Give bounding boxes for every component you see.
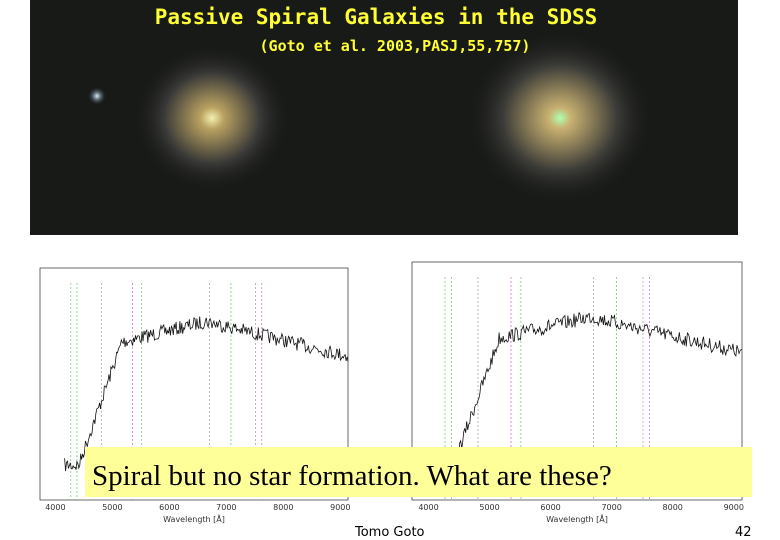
x-tick-label: 8000 bbox=[663, 503, 683, 512]
x-tick-label: 9000 bbox=[724, 503, 744, 512]
x-tick-label: 5000 bbox=[102, 503, 122, 512]
x-tick-label: 7000 bbox=[601, 503, 621, 512]
subtitle: (Goto et al. 2003,PASJ,55,757) bbox=[260, 37, 531, 55]
x-tick-label: 8000 bbox=[273, 503, 293, 512]
x-axis-label: Wavelength [Å] bbox=[163, 513, 225, 524]
x-tick-label: 7000 bbox=[216, 503, 236, 512]
x-axis-label: Wavelength [Å] bbox=[546, 513, 608, 524]
spectrum-line bbox=[438, 311, 743, 471]
title: Passive Spiral Galaxies in the SDSS bbox=[155, 5, 598, 29]
x-tick-label: 4000 bbox=[45, 503, 65, 512]
caption-box bbox=[85, 447, 752, 497]
galaxy-left bbox=[132, 43, 292, 193]
footer-author: Tomo Goto bbox=[354, 525, 425, 540]
spectrum-line bbox=[64, 316, 349, 472]
star bbox=[88, 87, 106, 105]
plot-frame bbox=[411, 261, 743, 501]
x-tick-label: 6000 bbox=[540, 503, 560, 512]
x-tick-label: 4000 bbox=[418, 503, 438, 512]
x-tick-label: 6000 bbox=[159, 503, 179, 512]
galaxy-right bbox=[465, 30, 655, 206]
caption: Spiral but no star formation. What are t… bbox=[92, 460, 612, 492]
page-number: 42 bbox=[735, 525, 752, 540]
x-tick-label: 5000 bbox=[479, 503, 499, 512]
plot-frame bbox=[39, 267, 349, 501]
x-tick-label: 9000 bbox=[330, 503, 350, 512]
